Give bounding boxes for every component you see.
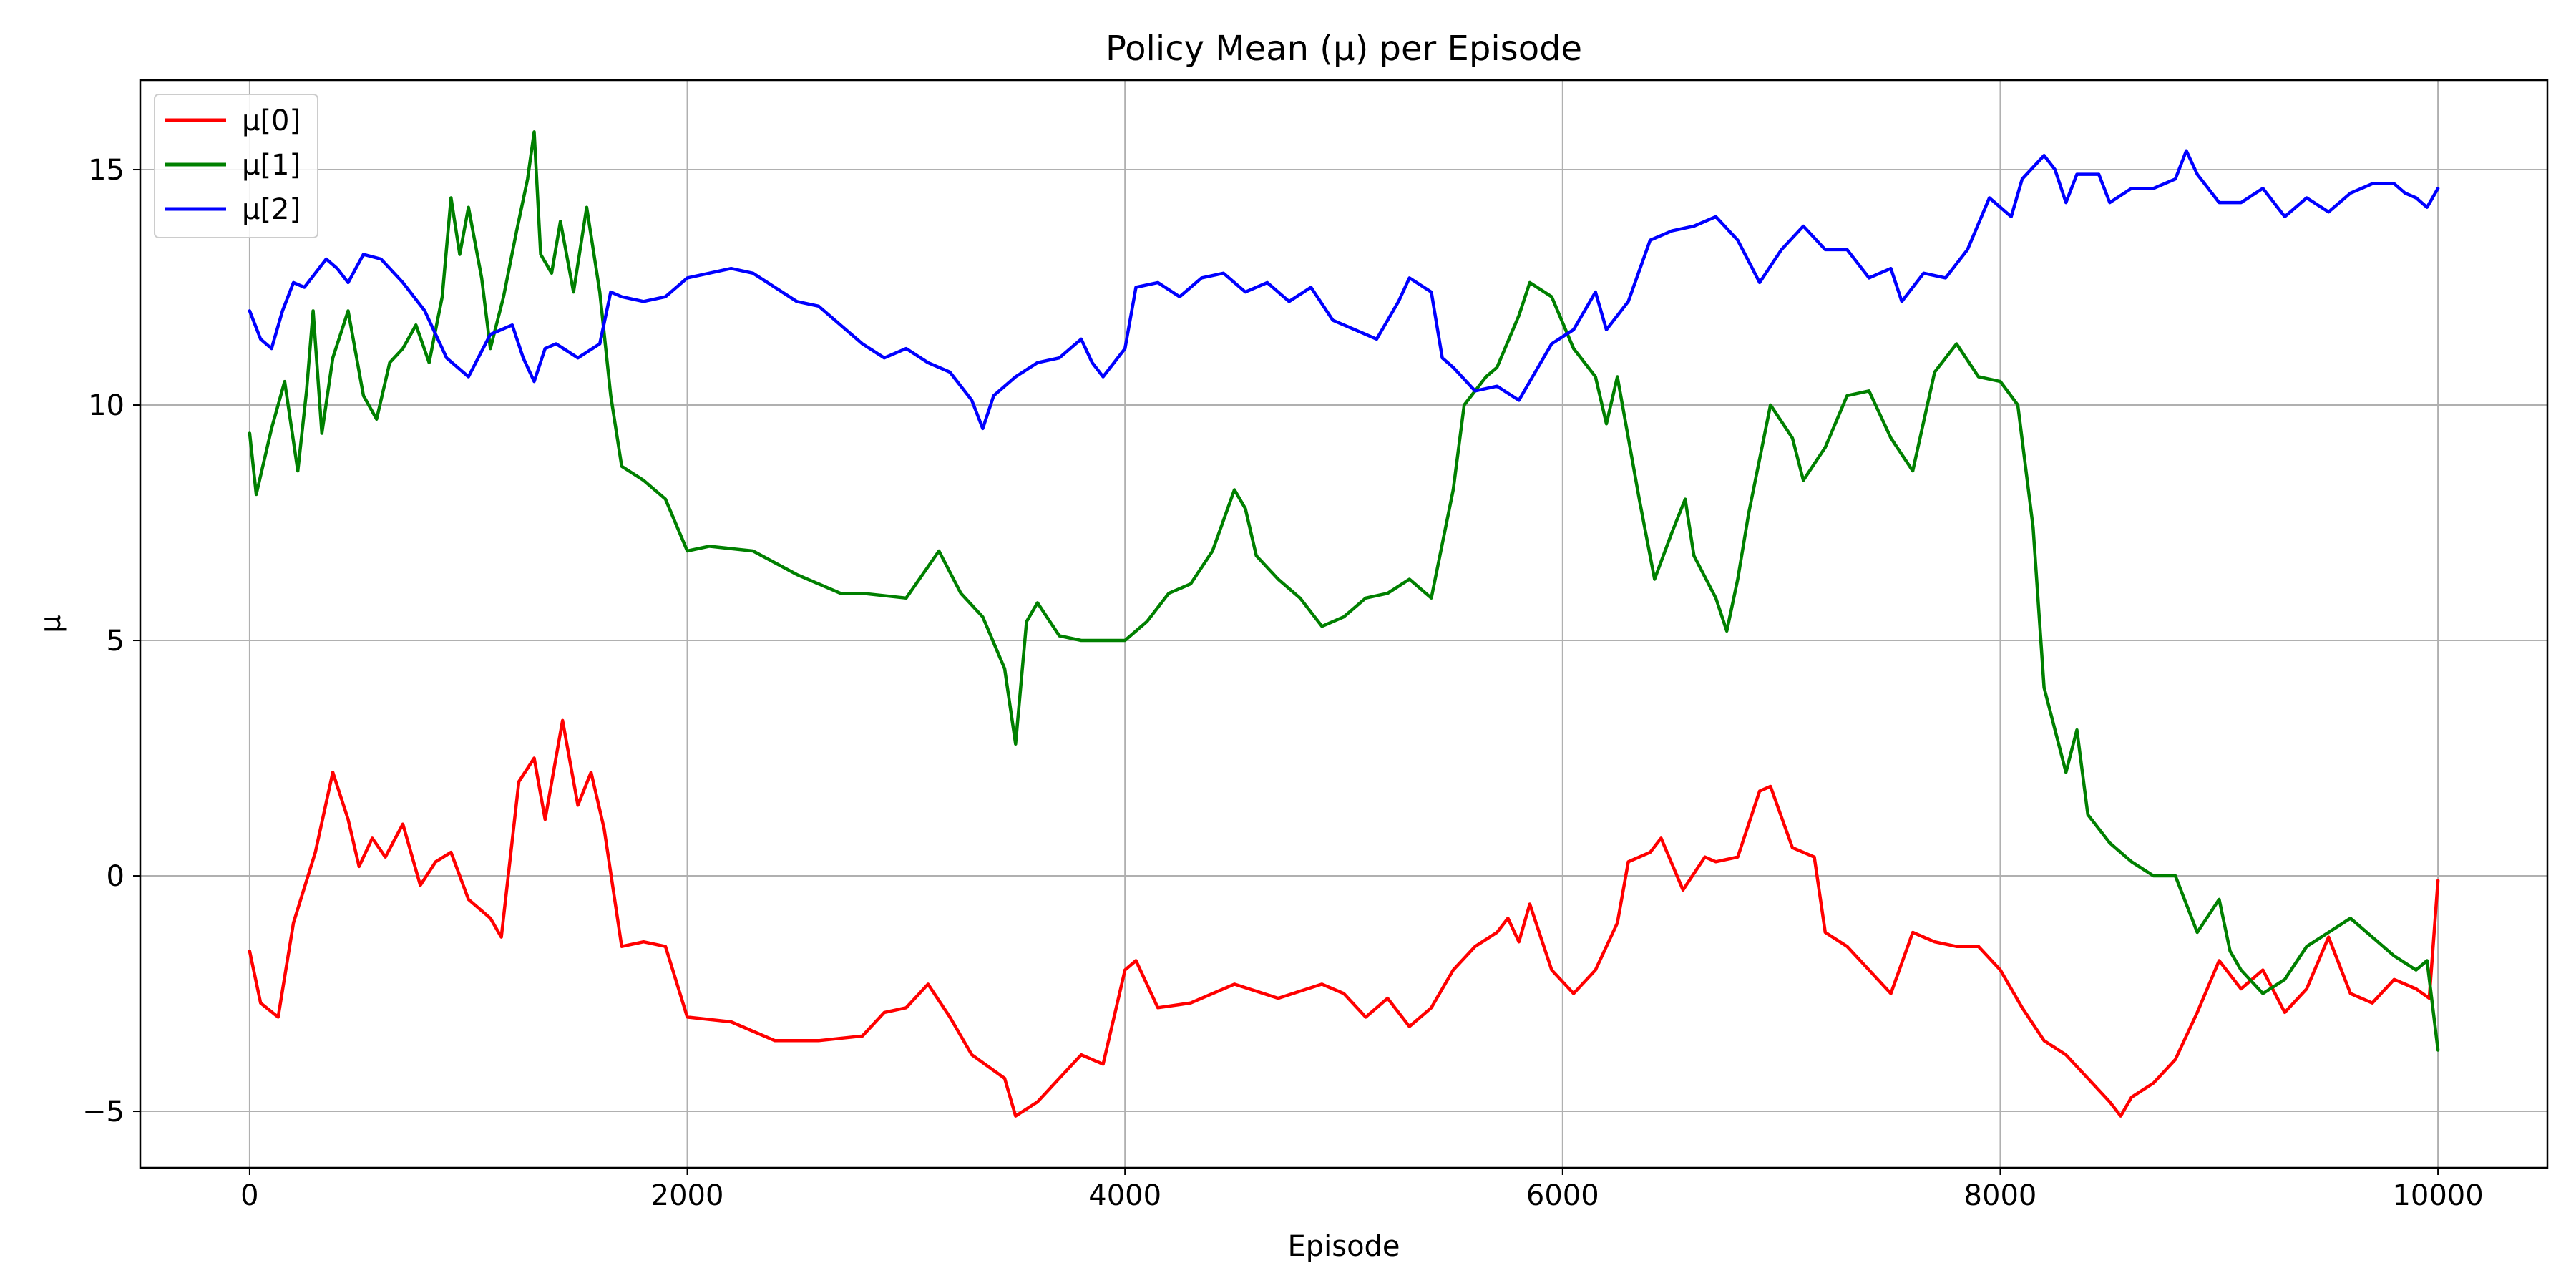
legend: μ[0] μ[1] μ[2] bbox=[154, 94, 318, 238]
axis-ticks: 0 2000 4000 6000 8000 10000 −5 0 5 10 15 bbox=[82, 154, 2484, 1212]
chart-title: Policy Mean (μ) per Episode bbox=[1106, 29, 1582, 69]
y-tick-label: 5 bbox=[107, 625, 125, 658]
y-axis-label: μ bbox=[34, 615, 67, 633]
legend-label-mu-1: μ[1] bbox=[242, 149, 301, 182]
x-axis-label: Episode bbox=[1287, 1230, 1400, 1263]
x-tick-label: 10000 bbox=[2392, 1179, 2483, 1212]
legend-entries: μ[0] μ[1] μ[2] bbox=[165, 104, 301, 226]
legend-label-mu-0: μ[0] bbox=[242, 104, 301, 137]
gridlines bbox=[140, 80, 2547, 1168]
y-tick-label: 0 bbox=[107, 860, 125, 893]
y-tick-label: 10 bbox=[88, 389, 125, 422]
x-tick-label: 4000 bbox=[1088, 1179, 1161, 1212]
series-line-mu-1 bbox=[248, 130, 2440, 1052]
x-tick-label: 8000 bbox=[1964, 1179, 2037, 1212]
legend-box bbox=[154, 94, 318, 238]
plot-frame bbox=[139, 79, 2549, 1169]
legend-label-mu-2: μ[2] bbox=[242, 193, 301, 226]
x-tick-label: 2000 bbox=[651, 1179, 724, 1212]
series-line-mu-2 bbox=[248, 149, 2440, 431]
series-lines bbox=[248, 130, 2440, 1118]
x-tick-label: 6000 bbox=[1526, 1179, 1599, 1212]
y-tick-label: 15 bbox=[88, 154, 125, 187]
series-line-mu-0 bbox=[248, 718, 2440, 1118]
y-tick-label: −5 bbox=[82, 1096, 125, 1128]
x-tick-label: 0 bbox=[240, 1179, 258, 1212]
